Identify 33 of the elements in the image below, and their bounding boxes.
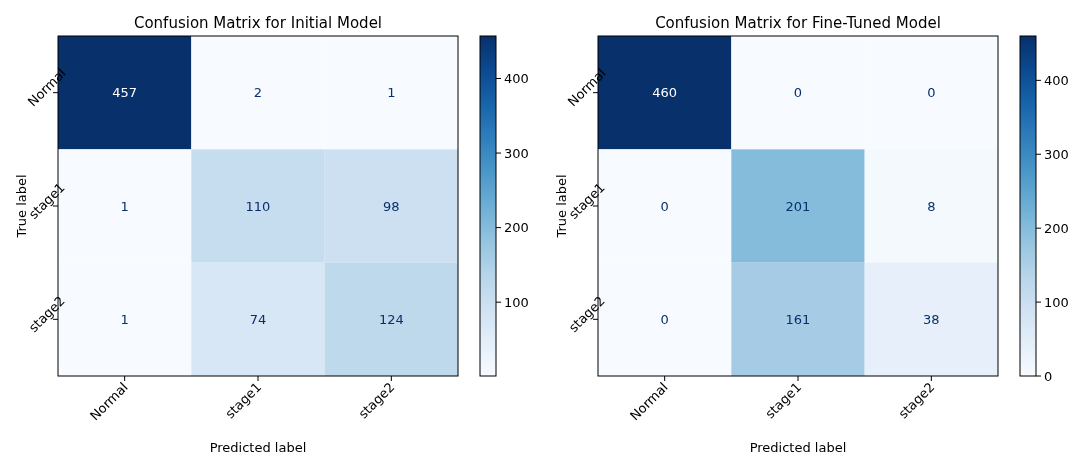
data-label: 0 (660, 198, 669, 214)
data-label: 161 (785, 311, 811, 327)
color-bar-label: 200 (1044, 220, 1069, 236)
chart-title: Confusion Matrix for Initial Model (133, 14, 383, 32)
data-label: 0 (660, 311, 669, 327)
color-bar-label: 200 (504, 220, 529, 236)
data-label: 38 (923, 311, 940, 327)
y-axis-title: True label (554, 174, 569, 239)
x-axis-title: Predicted label (749, 440, 847, 455)
data-label: 110 (245, 198, 271, 214)
data-label: 460 (652, 85, 678, 101)
chart-title: Confusion Matrix for Fine-Tuned Model (655, 14, 941, 32)
color-bar-label: 0 (1044, 368, 1053, 384)
color-bar-label: 400 (1044, 72, 1069, 88)
x-axis-title: Predicted label (209, 440, 307, 455)
data-label: 1 (120, 198, 129, 214)
color-bar-label: 300 (1044, 146, 1069, 162)
data-label: 8 (927, 198, 936, 214)
data-label: 1 (387, 85, 396, 101)
color-bar-label: 400 (504, 71, 529, 87)
data-label: 74 (249, 311, 267, 327)
color-bar-label: 100 (504, 294, 529, 310)
data-label: 0 (793, 85, 803, 101)
y-axis-title: True label (14, 174, 29, 239)
data-label: 98 (383, 198, 400, 214)
color-bar-label: 100 (1044, 294, 1069, 310)
data-label: 124 (378, 311, 404, 327)
data-label: 457 (112, 85, 138, 101)
data-label: 0 (927, 85, 936, 101)
color-bar-label: 300 (504, 145, 529, 161)
data-label: 201 (785, 198, 811, 214)
data-label: 1 (120, 311, 129, 327)
data-label: 2 (253, 85, 263, 101)
